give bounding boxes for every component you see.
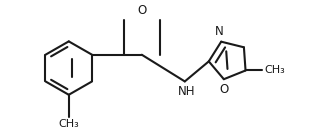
Text: NH: NH <box>178 85 195 98</box>
Text: O: O <box>219 83 228 96</box>
Text: CH₃: CH₃ <box>59 120 79 129</box>
Text: N: N <box>215 25 224 38</box>
Text: CH₃: CH₃ <box>264 66 285 75</box>
Text: O: O <box>137 4 146 17</box>
